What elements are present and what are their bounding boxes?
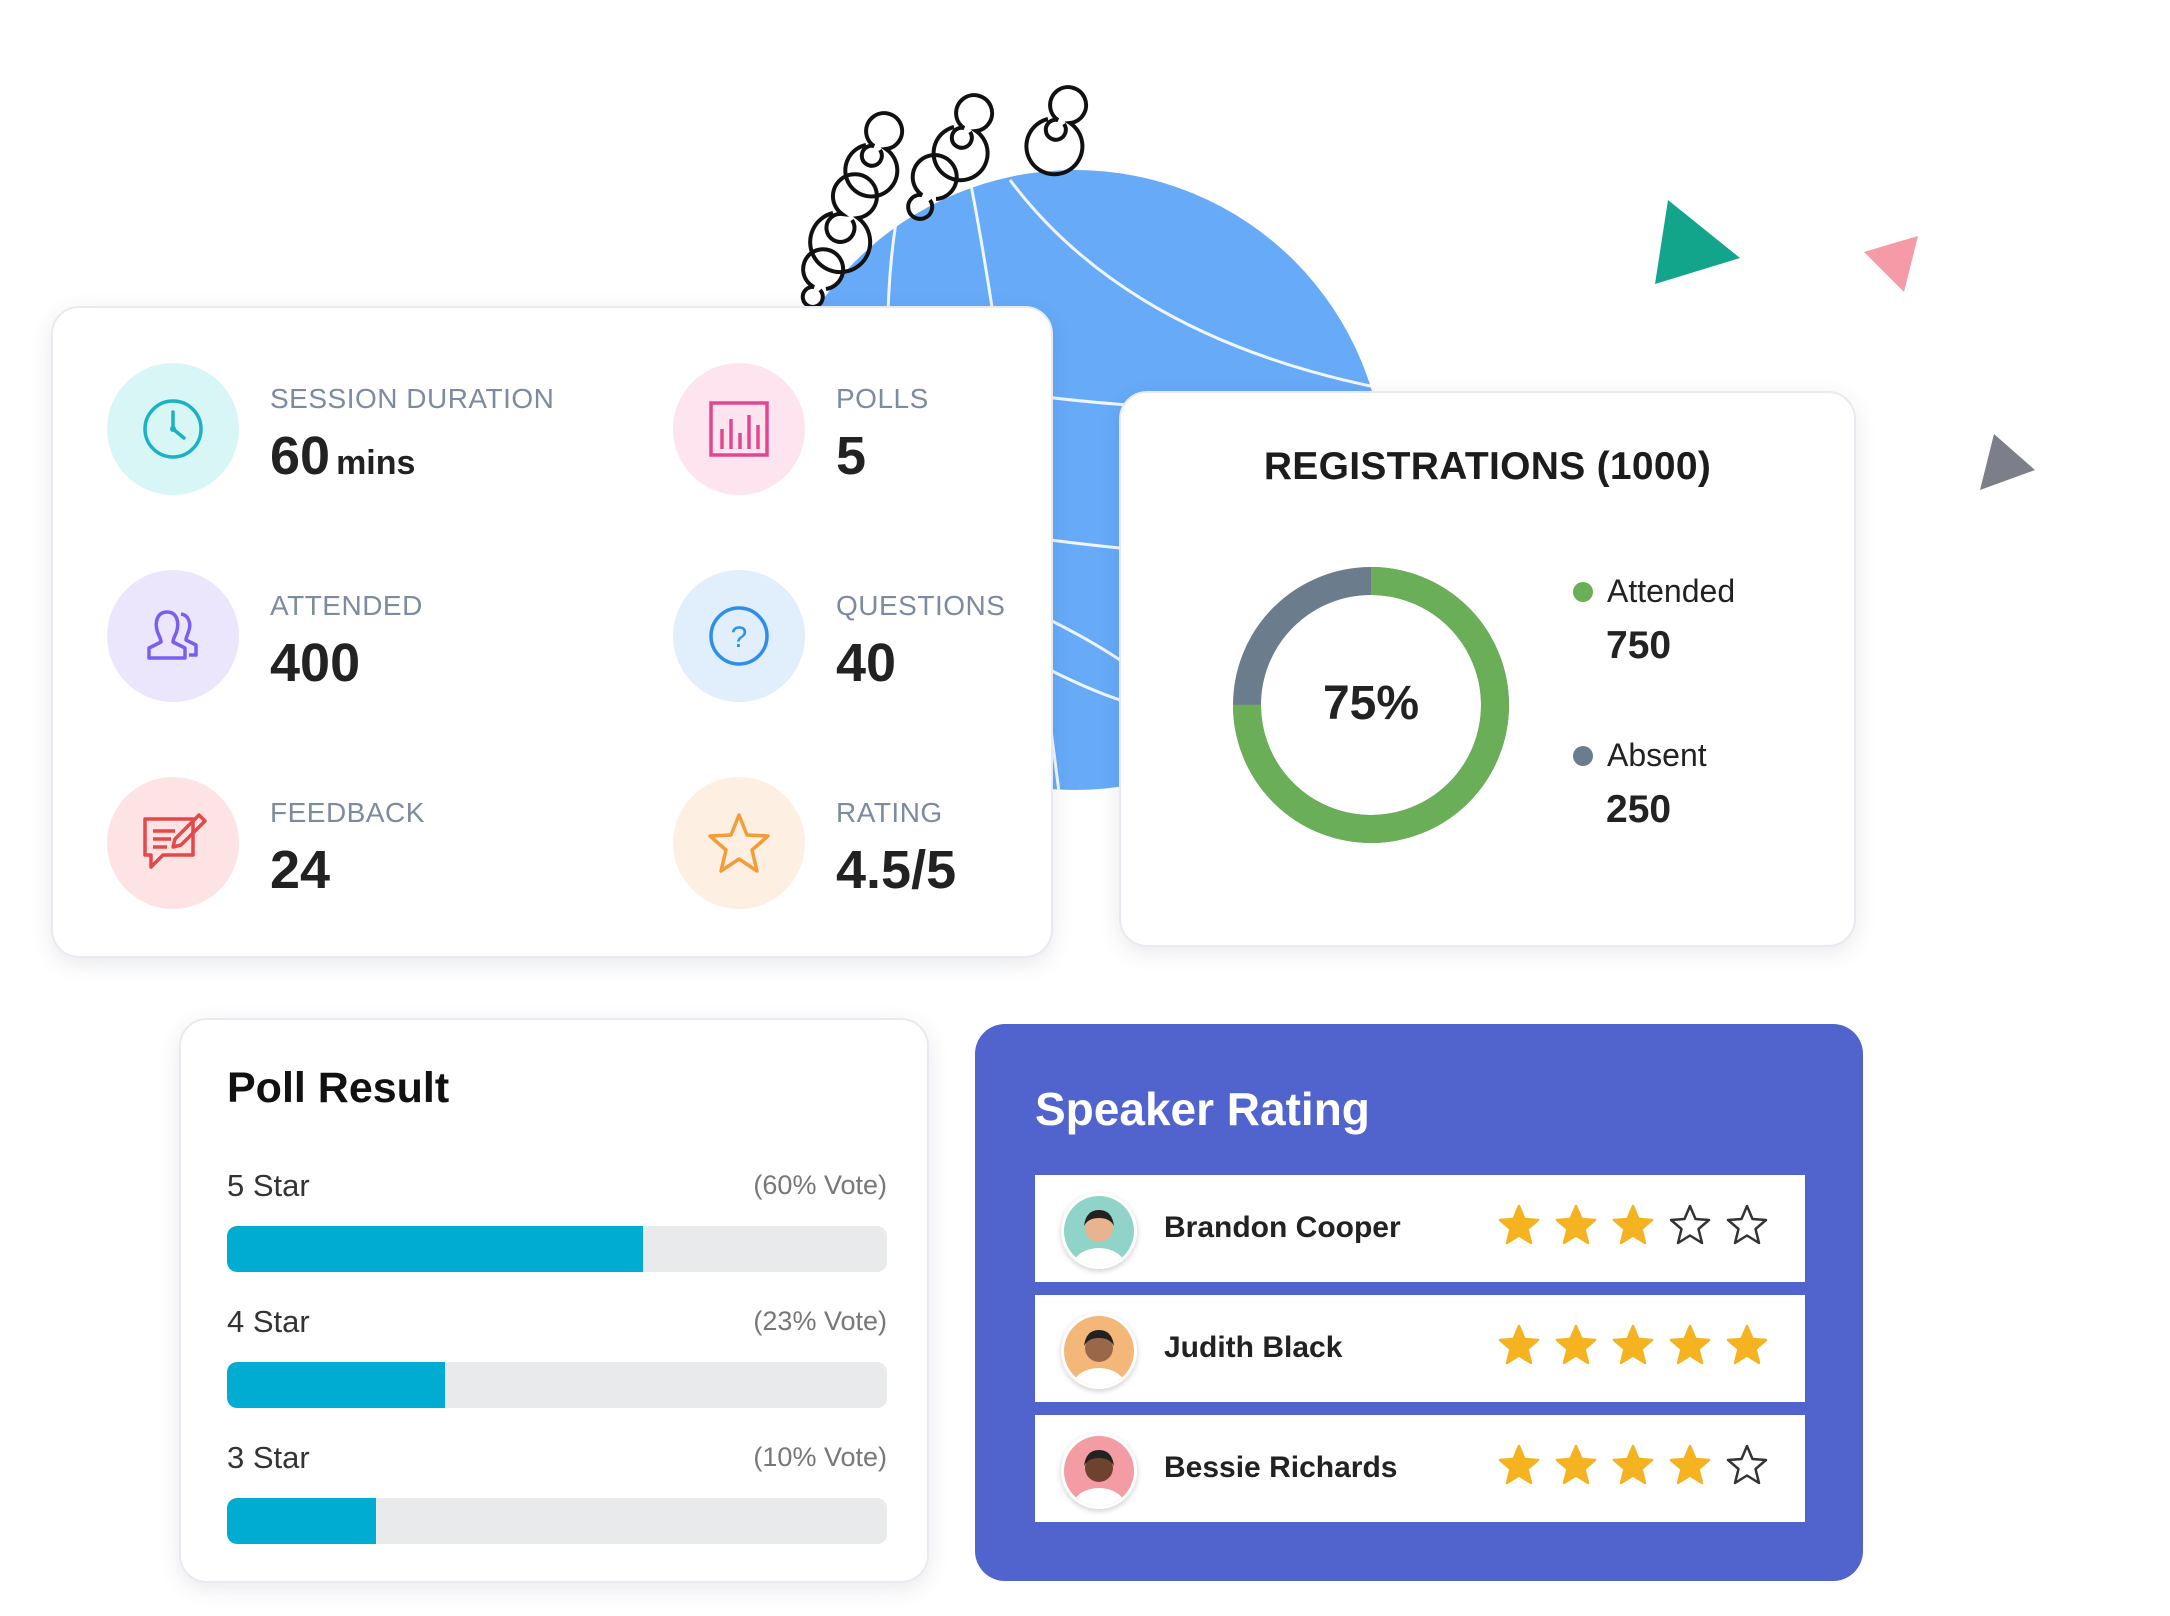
- star-filled-icon: [1726, 1324, 1768, 1365]
- legend-dot: [1573, 581, 1593, 602]
- poll-bar-track: [227, 1362, 887, 1408]
- star-empty-icon: [1669, 1204, 1711, 1245]
- stat-session-duration: SESSION DURATION 60 mins: [107, 363, 627, 503]
- poll-row-label: 4 Star: [227, 1304, 310, 1339]
- star-filled-icon: [1498, 1204, 1540, 1245]
- star-filled-icon: [1612, 1204, 1654, 1245]
- poll-row-vote: (23% Vote): [753, 1306, 887, 1336]
- stat-questions: ? QUESTIONS 40: [673, 570, 1193, 710]
- stat-value: 40: [836, 633, 897, 693]
- stat-label: FEEDBACK: [270, 797, 425, 828]
- stat-label: SESSION DURATION: [270, 383, 555, 414]
- stat-label: POLLS: [836, 383, 929, 414]
- speaker-name: Brandon Cooper: [1164, 1211, 1401, 1244]
- triangle-pink: [1864, 236, 1918, 292]
- users-icon: [107, 570, 239, 702]
- registrations-title: REGISTRATIONS (1000): [1263, 445, 1712, 488]
- star-rating: [1497, 1443, 1782, 1492]
- star-filled-icon: [1555, 1204, 1597, 1245]
- session-stats-card: SESSION DURATION 60 mins POLLS 5 ATTENDED…: [51, 306, 1053, 958]
- star-empty-icon: [1726, 1444, 1768, 1485]
- triangle-green: [1655, 200, 1740, 284]
- stat-value: 24: [270, 840, 331, 900]
- poll-row-label: 3 Star: [227, 1440, 310, 1475]
- registrations-donut-chart: 75%: [1233, 567, 1509, 843]
- legend-value: 750: [1606, 624, 1672, 667]
- poll-bar-track: [227, 1226, 887, 1272]
- legend-value: 250: [1606, 788, 1672, 831]
- poll-row-vote: (60% Vote): [753, 1170, 887, 1200]
- star-empty-icon: [1726, 1204, 1768, 1245]
- star-rating: [1497, 1323, 1782, 1372]
- donut-attended-arc: [1233, 567, 1509, 843]
- poll-bar-track: [227, 1498, 887, 1544]
- registrations-card: REGISTRATIONS (1000) 75% Attended 750 Ab…: [1119, 391, 1856, 947]
- legend-dot: [1573, 745, 1593, 766]
- speaker-rating-title: Speaker Rating: [1035, 1083, 1370, 1135]
- legend-name: Attended: [1607, 573, 1736, 609]
- star-filled-icon: [1612, 1324, 1654, 1365]
- stat-feedback: FEEDBACK 24: [107, 777, 627, 917]
- star-filled-icon: [1669, 1444, 1711, 1485]
- star-filled-icon: [1669, 1324, 1711, 1365]
- poll-bar-fill: [227, 1362, 445, 1408]
- star-filled-icon: [1612, 1444, 1654, 1485]
- donut-center-label: 75%: [1323, 677, 1419, 730]
- legend-absent: Absent 250: [1573, 737, 1707, 832]
- speaker-row: Judith Black: [1035, 1295, 1805, 1402]
- stat-label: QUESTIONS: [836, 590, 1006, 621]
- stat-value: 5: [836, 426, 867, 486]
- clock-icon: [107, 363, 239, 495]
- speaker-name: Judith Black: [1164, 1331, 1343, 1364]
- stat-label: RATING: [836, 797, 943, 828]
- poll-bar-fill: [227, 1498, 376, 1544]
- star-filled-icon: [1555, 1324, 1597, 1365]
- poll-title: Poll Result: [227, 1064, 450, 1112]
- legend-name: Absent: [1607, 737, 1707, 773]
- stat-rating: RATING 4.5/5: [673, 777, 1193, 917]
- avatar: [1061, 1433, 1137, 1509]
- poll-result-card: Poll Result 5 Star (60% Vote) 4 Star (23…: [179, 1018, 929, 1583]
- star-icon: [673, 777, 805, 909]
- triangle-gray: [1980, 434, 2035, 490]
- avatar: [1061, 1193, 1137, 1269]
- poll-row-label: 5 Star: [227, 1168, 310, 1203]
- poll-bar-fill: [227, 1226, 643, 1272]
- stat-polls: POLLS 5: [673, 363, 1193, 503]
- avatar: [1061, 1313, 1137, 1389]
- poll-row-vote: (10% Vote): [753, 1442, 887, 1472]
- stat-value: 60 mins: [270, 426, 416, 486]
- star-filled-icon: [1498, 1324, 1540, 1365]
- speaker-name: Bessie Richards: [1164, 1451, 1398, 1484]
- stat-value: 4.5/5: [836, 840, 957, 900]
- legend-attended: Attended 750: [1573, 573, 1735, 668]
- feedback-icon: [107, 777, 239, 909]
- stat-unit: mins: [336, 444, 416, 482]
- speaker-row: Bessie Richards: [1035, 1415, 1805, 1522]
- poll-bars-icon: [673, 363, 805, 495]
- speaker-rating-card: Speaker Rating Brandon Cooper Judith Bla…: [975, 1024, 1863, 1581]
- svg-text:?: ?: [731, 621, 748, 654]
- star-filled-icon: [1498, 1444, 1540, 1485]
- stat-label: ATTENDED: [270, 590, 423, 621]
- speaker-row: Brandon Cooper: [1035, 1175, 1805, 1282]
- question-icon: ?: [673, 570, 805, 702]
- stat-value: 400: [270, 633, 361, 693]
- star-rating: [1497, 1203, 1782, 1252]
- star-filled-icon: [1555, 1444, 1597, 1485]
- stat-attended: ATTENDED 400: [107, 570, 627, 710]
